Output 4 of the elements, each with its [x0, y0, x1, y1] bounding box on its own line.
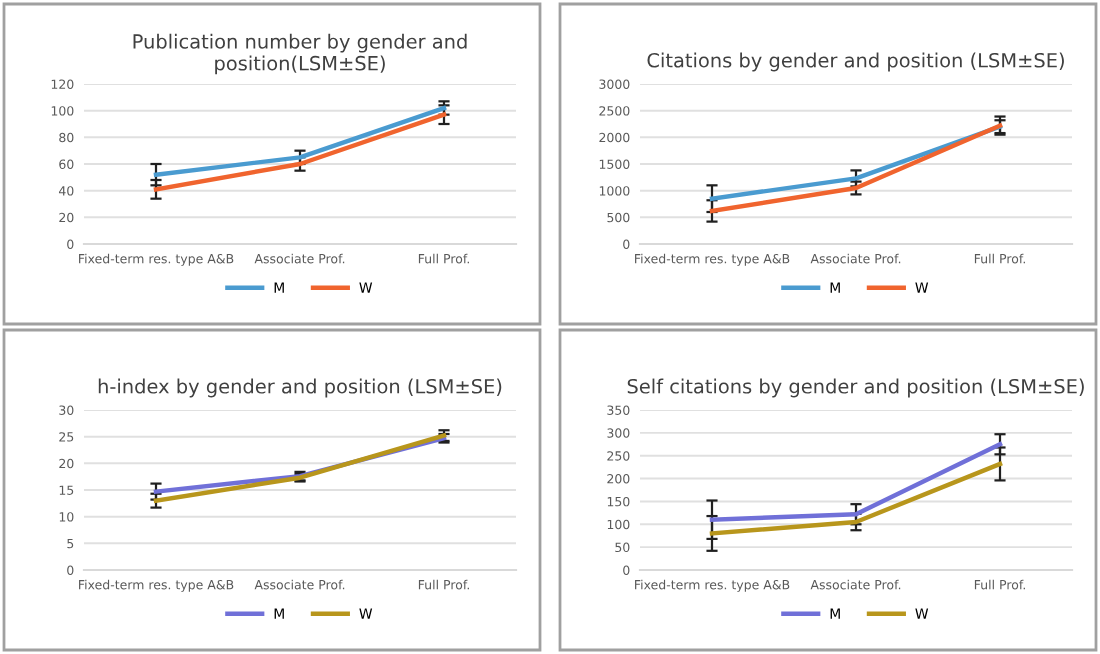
chart-title: Self citations by gender and position (LSM±SE) — [627, 378, 1084, 398]
chart-title: Citations by gender and position (LSM±SE) — [647, 52, 1064, 72]
chart-title: Publication number by gender and position(LSM±SE) — [133, 33, 467, 75]
chart-title: h-index by gender and position (LSM±SE) — [98, 378, 502, 398]
